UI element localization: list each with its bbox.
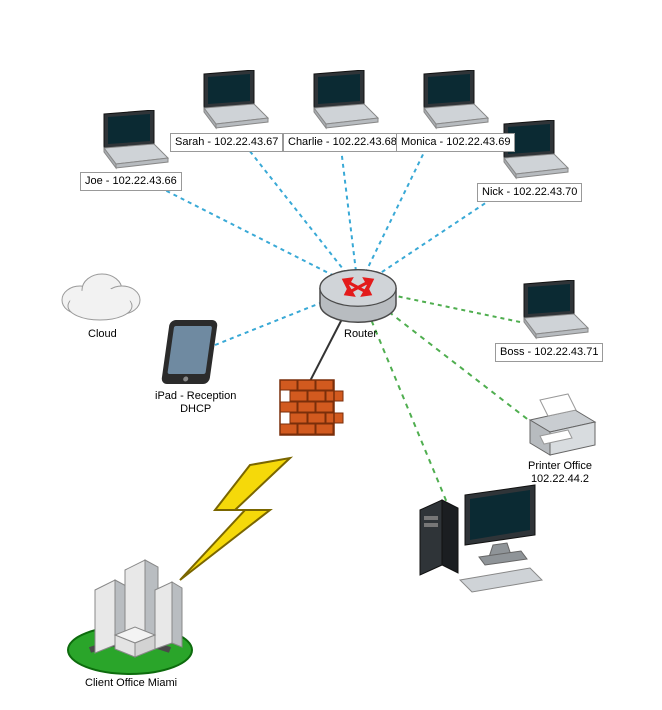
laptop-boss-icon: [510, 280, 590, 340]
lightning-icon: [180, 458, 290, 580]
desktop-icon: [420, 485, 542, 592]
router-label: Router: [344, 328, 377, 341]
cloud-icon: [62, 274, 140, 320]
office-label: Client Office Miami: [85, 677, 177, 690]
printer-icon: [530, 394, 595, 455]
laptop-joe-icon: [90, 110, 170, 170]
laptop-joe-label: Joe - 102.22.43.66: [80, 172, 182, 191]
edge: [358, 140, 430, 288]
firewall-icon: [280, 380, 343, 435]
ipad-icon: [161, 320, 218, 384]
laptop-sarah-icon: [190, 70, 270, 130]
laptop-sarah-label: Sarah - 102.22.43.67: [170, 133, 283, 152]
ipad-label: iPad - Reception DHCP: [155, 390, 236, 416]
laptop-boss-label: Boss - 102.22.43.71: [495, 343, 603, 362]
router-icon: [320, 270, 396, 322]
laptop-charlie-icon: [300, 70, 380, 130]
edge: [340, 140, 358, 288]
laptop-monica-icon: [410, 70, 490, 130]
printer-label: Printer Office 102.22.44.2: [528, 460, 592, 486]
edge: [245, 145, 358, 288]
office-icon: [68, 560, 192, 674]
cloud-label: Cloud: [88, 328, 117, 341]
lightning-bolt: [180, 458, 290, 580]
laptop-nick-label: Nick - 102.22.43.70: [477, 183, 582, 202]
edge: [145, 180, 358, 288]
laptop-monica-label: Monica - 102.22.43.69: [396, 133, 515, 152]
laptop-charlie-label: Charlie - 102.22.43.68: [283, 133, 402, 152]
